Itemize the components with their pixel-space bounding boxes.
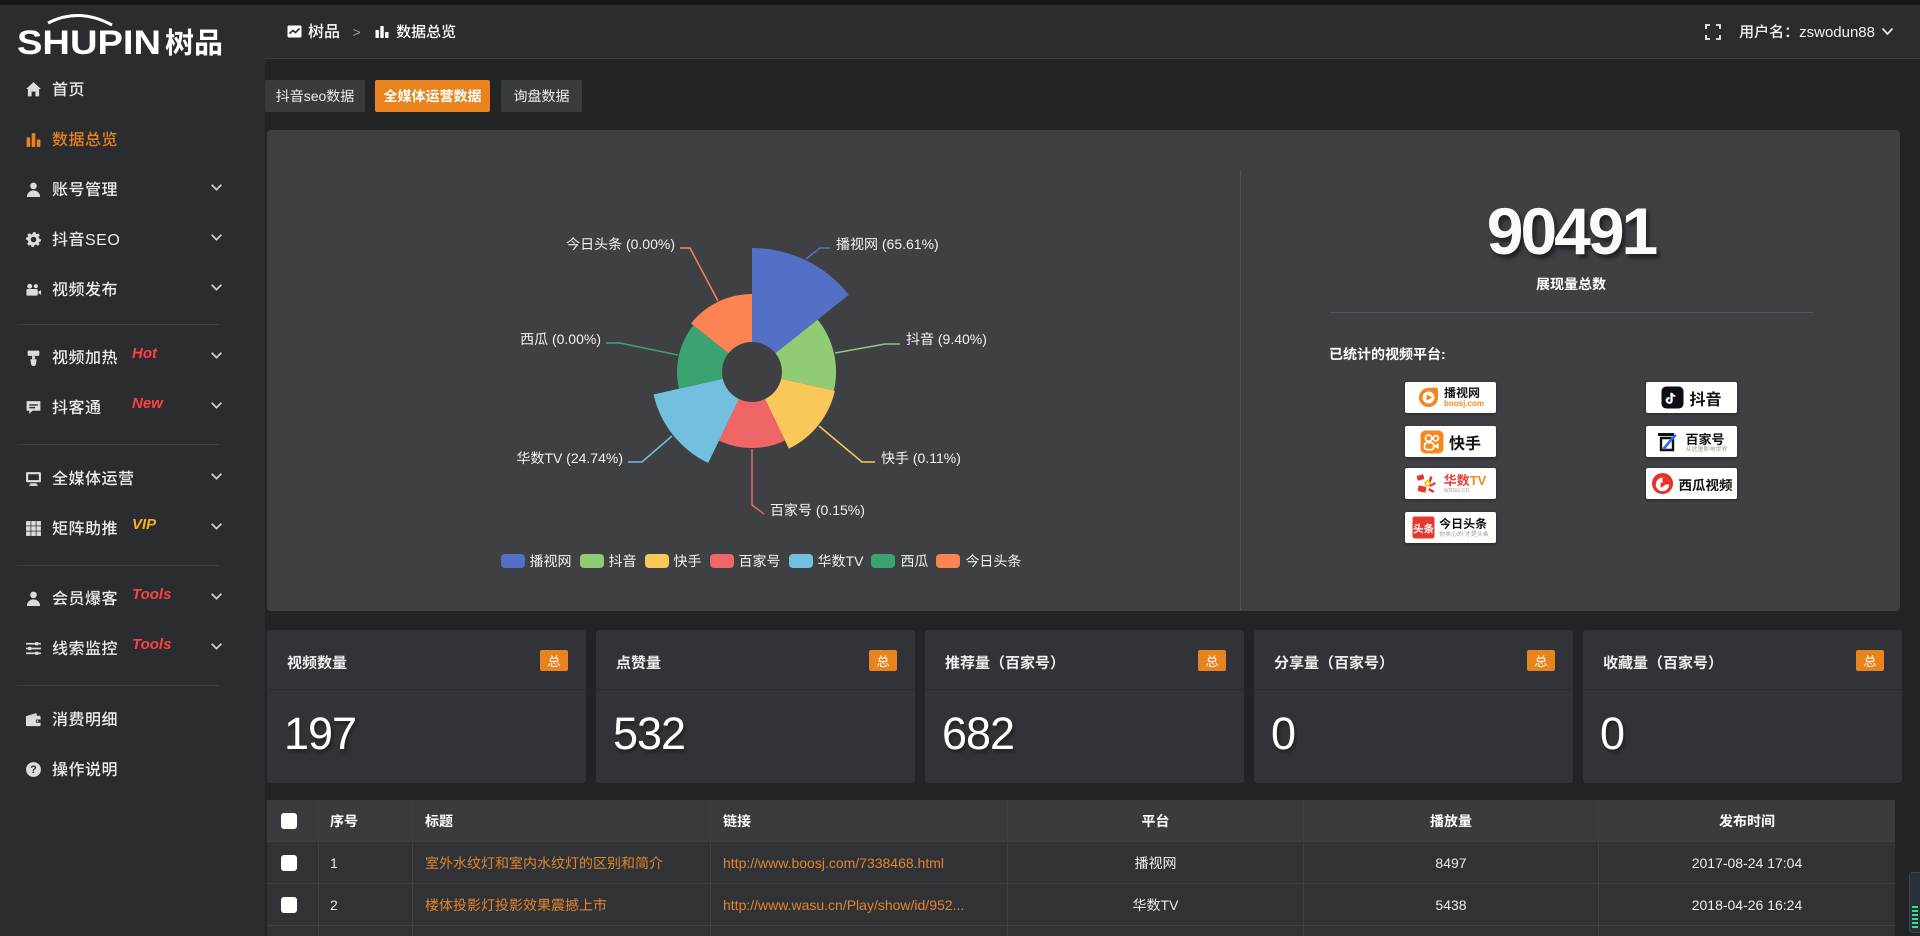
svg-text:树品: 树品 <box>165 20 223 57</box>
svg-text:SHUPIN: SHUPIN <box>17 24 161 57</box>
svg-text:头条: 头条 <box>1413 521 1435 536</box>
svg-text:?: ? <box>30 764 36 776</box>
